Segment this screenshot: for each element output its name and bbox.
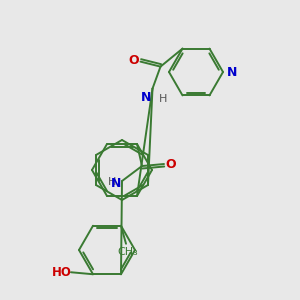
Text: HO: HO xyxy=(52,266,72,279)
Text: N: N xyxy=(227,65,237,79)
Text: N: N xyxy=(111,176,121,190)
Text: N: N xyxy=(141,91,152,103)
Text: O: O xyxy=(128,54,139,67)
Text: O: O xyxy=(166,158,176,170)
Text: H: H xyxy=(158,94,167,103)
Text: CH₃: CH₃ xyxy=(118,247,138,257)
Text: H: H xyxy=(108,177,116,187)
